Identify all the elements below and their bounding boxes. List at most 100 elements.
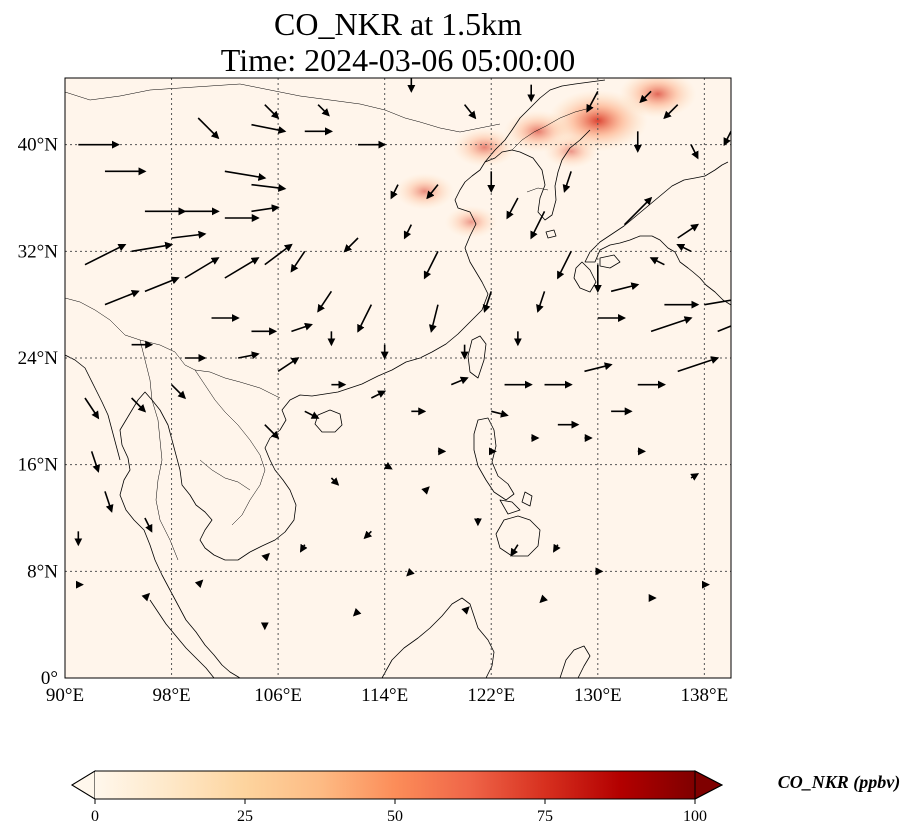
- coastline-kyushu: [573, 261, 597, 293]
- coastline-indochina: [119, 391, 251, 678]
- colorbar: 0 25 50 75 100 CO_NKR (ppbv): [71, 770, 900, 825]
- wind-vector: [530, 210, 546, 240]
- wind-vector: [104, 289, 140, 306]
- wind-vector: [224, 170, 267, 181]
- wind-vector: [421, 486, 430, 495]
- wind-vector: [84, 397, 100, 420]
- wind-vector: [170, 384, 187, 400]
- wind-vector: [623, 196, 653, 226]
- wind-vector: [144, 276, 180, 293]
- wind-vector: [104, 491, 114, 513]
- concentration-hotspot: [543, 134, 599, 169]
- wind-vector: [131, 241, 174, 253]
- wind-vector: [352, 607, 362, 617]
- wind-vector: [690, 473, 700, 481]
- wind-vector: [562, 171, 572, 193]
- wind-vector: [649, 257, 665, 266]
- wind-vector: [586, 90, 599, 113]
- wind-vector: [403, 224, 413, 240]
- latitude-label: 32°N: [18, 241, 59, 262]
- colorbar-extend-min: [71, 770, 96, 800]
- wind-vector: [717, 325, 731, 333]
- concentration-hotspot: [452, 127, 517, 167]
- latitude-label: 40°N: [18, 135, 59, 156]
- wind-vector: [290, 250, 306, 273]
- colorbar-tick-label: 0: [91, 808, 99, 825]
- wind-vector: [141, 592, 151, 602]
- coastline-shikoku: [599, 254, 621, 269]
- wind-vector: [450, 376, 469, 386]
- wind-vector-field: [74, 78, 731, 631]
- wind-vector: [251, 183, 287, 192]
- wind-vector: [84, 243, 127, 266]
- coastline-bay-of-bengal: [65, 354, 121, 461]
- longitude-label: 90°E: [46, 685, 84, 706]
- wind-vector: [383, 461, 393, 470]
- concentration-hotspot: [395, 173, 455, 210]
- wind-vector: [423, 250, 439, 280]
- wind-vector: [343, 237, 359, 253]
- wind-vector: [251, 204, 280, 213]
- wind-vector: [317, 290, 333, 313]
- latitude-label: 24°N: [18, 348, 59, 369]
- wind-vector: [363, 530, 373, 540]
- coastline-mindanao: [495, 515, 541, 557]
- coastline-east-asia: [584, 161, 731, 306]
- wind-vector: [536, 291, 546, 313]
- border-china-korea: [511, 107, 591, 151]
- wind-vector: [426, 184, 439, 200]
- latitude-label: 8°N: [27, 561, 58, 582]
- wind-vector: [539, 594, 548, 604]
- wind-vector: [463, 104, 477, 120]
- wind-vector: [277, 357, 300, 372]
- wind-vector: [238, 351, 260, 360]
- wind-vector: [723, 130, 731, 147]
- wind-vector: [224, 257, 260, 279]
- border-china-mongolia: [65, 83, 501, 133]
- border-korea-dmz: [526, 187, 549, 193]
- wind-vector: [676, 243, 692, 253]
- longitude-label: 98°E: [152, 685, 190, 706]
- wind-vector: [264, 424, 280, 440]
- wind-vector: [357, 304, 373, 333]
- map-background: [65, 78, 731, 678]
- wind-vector: [197, 117, 220, 140]
- map-title-variable: CO_NKR at 1.5km: [274, 6, 522, 42]
- wind-vector: [194, 579, 204, 589]
- concentration-hotspot: [619, 78, 697, 118]
- wind-vector: [90, 451, 101, 473]
- colorbar-tick-label: 50: [387, 808, 403, 825]
- wind-vector: [171, 230, 207, 239]
- wind-vector: [584, 362, 613, 373]
- coastline-luzon: [473, 417, 515, 501]
- wind-vector: [553, 543, 561, 553]
- border-thailand-cambodia: [199, 459, 251, 491]
- coastline-china-north: [484, 79, 606, 163]
- wind-vector: [184, 257, 220, 279]
- wind-vector: [251, 123, 287, 134]
- border-myanmar-thailand: [139, 339, 179, 561]
- wind-vector: [491, 409, 509, 418]
- wind-vector: [557, 250, 572, 280]
- wind-vector: [406, 567, 415, 577]
- colorbar-ticks: 0 25 50 75 100: [91, 799, 707, 825]
- wind-vector: [639, 90, 652, 104]
- wind-vector: [264, 104, 280, 120]
- coastline-hainan: [314, 409, 343, 433]
- colorbar-tick-label: 25: [237, 808, 253, 825]
- wind-vector: [663, 104, 679, 120]
- wind-vector: [677, 223, 700, 239]
- wind-vector: [610, 282, 640, 293]
- coastline-korea: [249, 129, 591, 553]
- longitude-label: 114°E: [361, 685, 408, 706]
- wind-vector: [264, 243, 293, 266]
- wind-vector: [482, 291, 492, 313]
- latitude-label: 0°: [41, 668, 58, 689]
- coastline-borneo: [381, 597, 495, 678]
- wind-vector: [461, 606, 470, 615]
- longitude-label: 106°E: [254, 685, 302, 706]
- wind-vector: [330, 477, 340, 486]
- coastline-visayas: [499, 491, 533, 515]
- border-laos-vietnam: [194, 369, 266, 526]
